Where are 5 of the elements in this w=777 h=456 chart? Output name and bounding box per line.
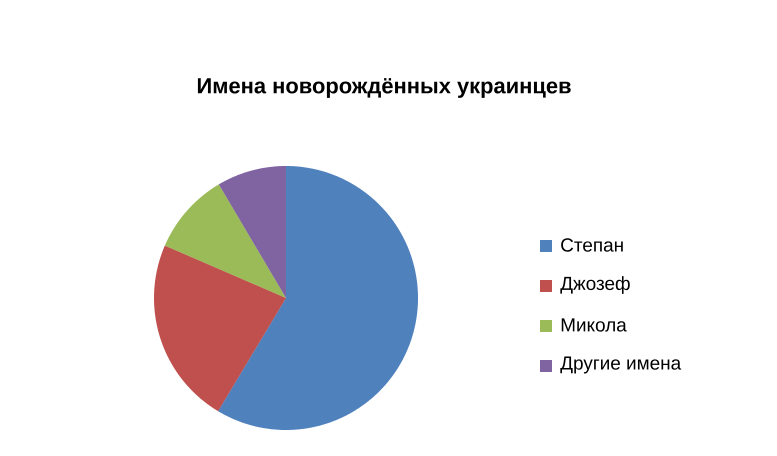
legend-label: Микола: [562, 318, 627, 332]
legend-label: Другие имена: [560, 356, 682, 374]
legend-label: Джозеф: [560, 276, 630, 294]
chart-title: Имена новорождённых украинцев: [198, 78, 571, 98]
legend-label: Степан: [561, 238, 623, 252]
